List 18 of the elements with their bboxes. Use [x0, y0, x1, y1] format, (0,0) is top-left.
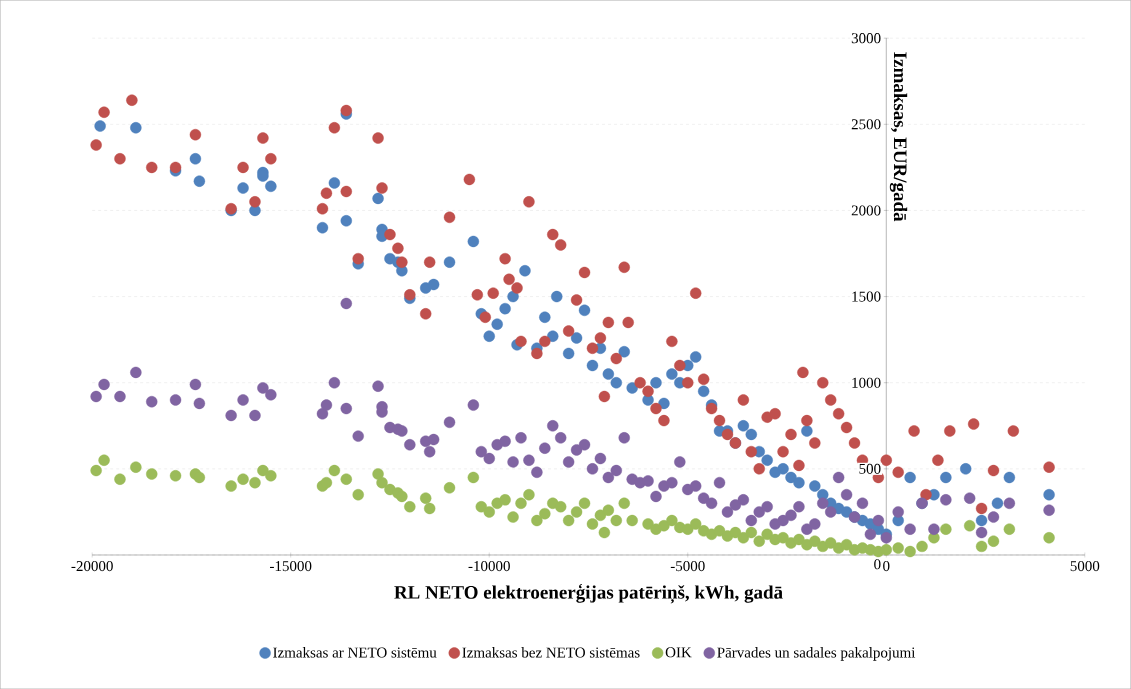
y-tick-label: 1500 — [852, 291, 881, 302]
x-tick-label: -15000 — [270, 560, 312, 572]
y-tick-label: 2000 — [851, 205, 881, 216]
legend-label: Izmaksas bez NETO sistēmas — [462, 646, 640, 658]
y-tick-label: 1000 — [852, 377, 881, 388]
y-tick-label: 2500 — [851, 119, 881, 130]
x-tick-label: 0 — [883, 560, 890, 572]
x-axis-title: RL NETO elektroenerģijas patēriņš, kWh, gadā — [394, 583, 783, 604]
legend-label: Pārvades un sadales pakalpojumi — [717, 646, 916, 661]
x-tick-label: -5000 — [670, 560, 705, 572]
legend-label: Izmaksas ar NETO sistēmu — [273, 646, 437, 658]
x-tick-label: -20000 — [71, 560, 113, 572]
x-tick-label: 5000 — [1070, 560, 1100, 572]
y-tick-label: 500 — [859, 463, 881, 474]
legend-label: OIK — [665, 647, 692, 658]
y-tick-label: 3000 — [851, 33, 881, 44]
x-tick-label: -10000 — [468, 560, 510, 572]
y-axis-title: Izmaksas, EUR/gadā — [889, 52, 908, 222]
